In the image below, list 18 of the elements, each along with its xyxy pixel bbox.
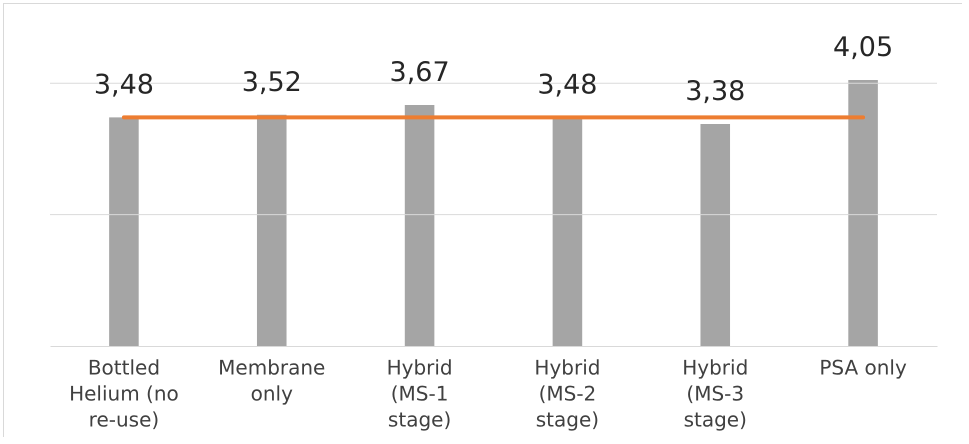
x-tick-label: PSA only [819, 356, 907, 380]
data-label: 3,52 [242, 66, 302, 98]
x-tick-label: Bottled Helium (no re-use) [69, 356, 179, 432]
x-tick-label: Hybrid (MS-2 stage) [534, 356, 600, 432]
bar [404, 104, 434, 346]
bar [848, 80, 878, 346]
bar [256, 114, 287, 346]
x-tick-label: Membrane only [218, 356, 326, 406]
bar [552, 117, 582, 346]
bar [109, 117, 139, 346]
x-tick-label: Hybrid (MS-1 stage) [386, 356, 453, 432]
data-label: 3,67 [390, 56, 450, 88]
bar [700, 124, 730, 346]
data-label: 3,38 [685, 76, 746, 108]
data-label: 4,05 [833, 32, 894, 63]
data-label: 3,48 [537, 69, 598, 100]
data-label: 3,48 [94, 69, 154, 100]
x-tick-label: Hybrid (MS-3 stage) [682, 356, 748, 432]
